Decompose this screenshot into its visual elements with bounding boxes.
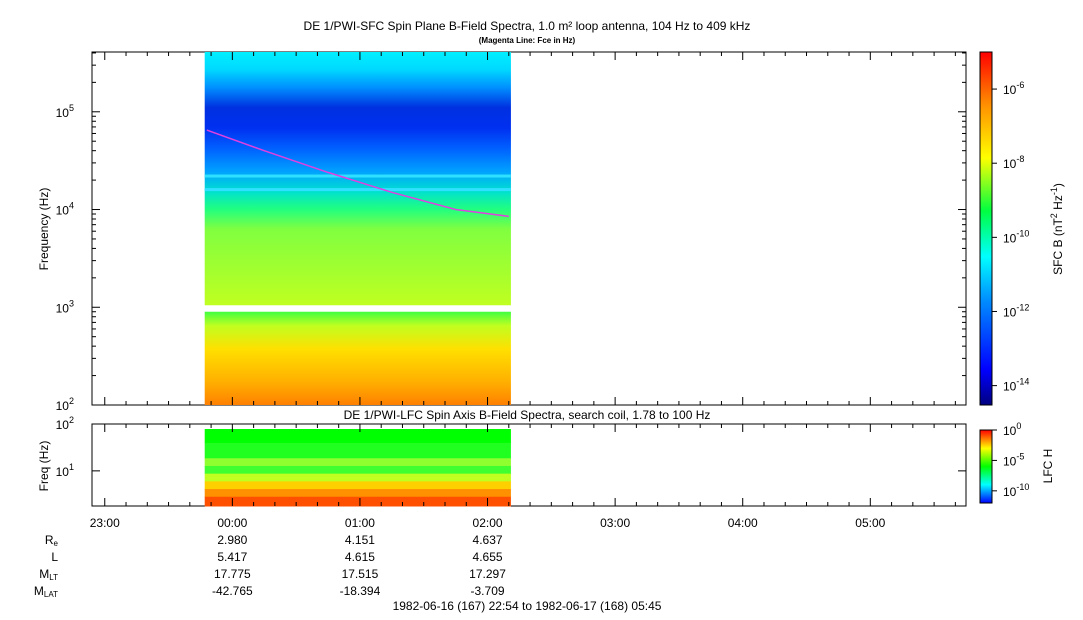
ephemeris-value: 4.637 <box>472 533 503 547</box>
time-tick-label: 03:00 <box>600 516 630 530</box>
top-x-axis-ticks <box>104 52 956 405</box>
y-tick-label: 102 <box>56 415 74 432</box>
lfc-band <box>204 496 511 507</box>
ephemeris-value: 17.515 <box>341 567 379 581</box>
colorbar-tick-label: 10-6 <box>1003 80 1024 97</box>
time-tick-label: 04:00 <box>728 516 758 530</box>
ephemeris-value: -42.765 <box>211 584 253 598</box>
y-tick-label: 105 <box>56 103 74 120</box>
ephemeris-value: 2.980 <box>217 533 248 547</box>
colorbar-tick-label: 10-5 <box>1003 451 1024 468</box>
top-panel-title: DE 1/PWI-SFC Spin Plane B-Field Spectra,… <box>303 19 751 33</box>
top-y-axis-label: Frequency (Hz) <box>37 188 51 271</box>
time-tick-label: 23:00 <box>90 516 120 530</box>
top-y-axis: 102 103 104 105 <box>56 52 966 413</box>
colorbar-tick-label: 10-10 <box>1003 228 1029 245</box>
time-tick-label: 00:00 <box>217 516 247 530</box>
lfc-band <box>204 489 511 498</box>
colorbar-tick-label: 10-12 <box>1003 302 1029 319</box>
time-tick-label: 01:00 <box>345 516 375 530</box>
top-colorbar-ticks: 10-6 10-8 10-10 10-12 10-14 <box>992 80 1029 394</box>
ephemeris-value: 5.417 <box>217 550 248 564</box>
bottom-colorbar-ticks: 100 10-5 10-10 <box>992 421 1029 499</box>
top-colorbar <box>979 51 993 406</box>
top-panel-subtitle: (Magenta Line: Fce in Hz) <box>478 36 576 45</box>
lfc-band <box>204 465 511 475</box>
lfc-band <box>204 442 511 459</box>
sfc-low-band <box>204 311 511 405</box>
sfc-high-band <box>204 52 511 306</box>
top-colorbar-label: SFC B (nT2 Hz-1) <box>1049 183 1065 275</box>
lfc-band <box>204 481 511 490</box>
bottom-colorbar <box>979 429 993 504</box>
sfc-emission-line <box>204 174 511 178</box>
colorbar-tick-label: 10-10 <box>1003 482 1029 499</box>
colorbar-tick-label: 10-8 <box>1003 154 1024 171</box>
bottom-panel-title: DE 1/PWI-LFC Spin Axis B-Field Spectra, … <box>343 408 711 422</box>
fce-line <box>206 129 509 218</box>
ephemeris-value: 4.151 <box>344 533 375 547</box>
ephemeris-row-label: MLT <box>39 567 58 582</box>
lfc-band <box>204 458 511 467</box>
ephemeris-value: 17.775 <box>213 567 251 581</box>
time-range-footer: 1982-06-16 (167) 22:54 to 1982-06-17 (16… <box>392 599 662 613</box>
sfc-emission-line <box>204 188 511 192</box>
ephemeris-value: -3.709 <box>470 584 505 598</box>
time-tick-label: 05:00 <box>855 516 885 530</box>
y-tick-label: 102 <box>56 396 74 413</box>
ephemeris-row-label: MLAT <box>33 584 58 599</box>
y-tick-label: 103 <box>56 298 74 315</box>
colorbar-tick-label: 100 <box>1003 421 1021 438</box>
bottom-colorbar-label: LFC H <box>1041 449 1055 484</box>
ephemeris-row-label: Re <box>44 533 58 548</box>
lfc-band <box>204 473 511 482</box>
lfc-band <box>204 429 511 444</box>
bottom-y-axis-label: Freq (Hz) <box>37 441 51 492</box>
y-tick-label: 104 <box>56 201 74 218</box>
ephemeris-value: 4.655 <box>472 550 503 564</box>
ephemeris-value: 17.297 <box>469 567 506 581</box>
ephemeris-row-label: L <box>51 550 58 564</box>
bottom-spectrogram-data <box>204 429 511 507</box>
y-tick-label: 101 <box>56 462 74 479</box>
time-tick-label: 02:00 <box>473 516 503 530</box>
ephemeris-value: 4.615 <box>344 550 375 564</box>
bottom-y-axis: 102 101 <box>56 415 966 479</box>
bottom-x-axis-ticks <box>104 424 956 506</box>
ephemeris-value: -18.394 <box>339 584 381 598</box>
top-spectrogram-data <box>204 52 511 405</box>
time-axis-labels: 23:00 00:00 01:00 02:00 03:00 04:00 05:00 <box>90 516 886 530</box>
colorbar-tick-label: 10-14 <box>1003 377 1029 394</box>
